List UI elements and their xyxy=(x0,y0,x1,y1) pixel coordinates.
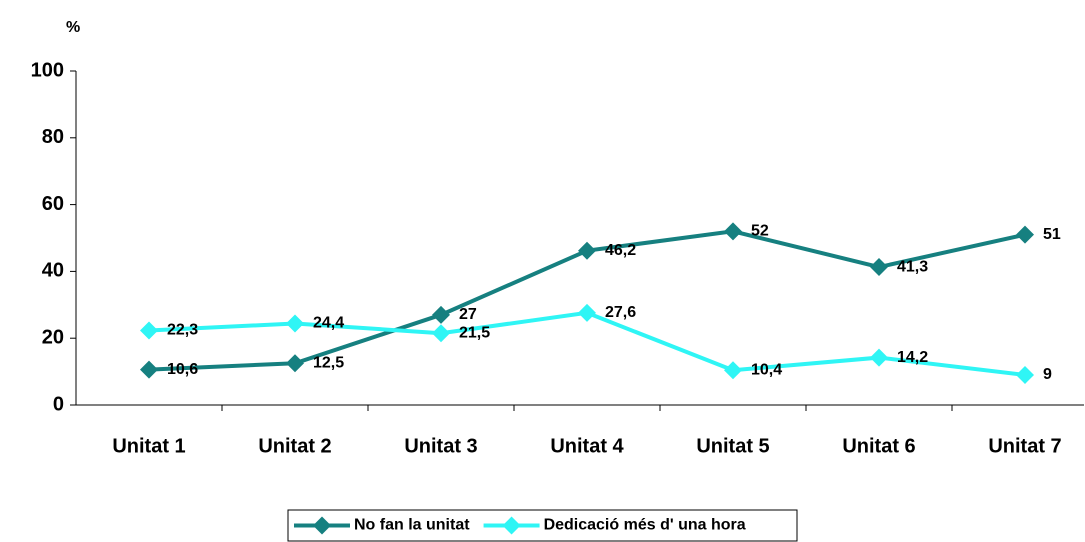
point-marker xyxy=(432,324,450,343)
point-marker xyxy=(1016,365,1034,384)
y-tick-label: 40 xyxy=(42,260,64,282)
x-tick-label: Unitat 7 xyxy=(988,435,1061,457)
legend-label: Dedicació més d' una hora xyxy=(544,517,746,534)
point-marker xyxy=(140,360,158,379)
data-label: 27,6 xyxy=(605,304,636,321)
data-label: 9 xyxy=(1043,366,1052,383)
data-label: 22,3 xyxy=(167,322,198,339)
data-label: 12,5 xyxy=(313,354,344,371)
y-axis-label: % xyxy=(66,19,80,36)
data-label: 24,4 xyxy=(313,315,344,332)
legend-box xyxy=(287,509,798,542)
point-marker xyxy=(1016,225,1034,244)
x-tick-label: Unitat 2 xyxy=(258,435,331,457)
point-marker xyxy=(870,258,888,277)
data-label: 10,6 xyxy=(167,361,198,378)
legend-marker xyxy=(313,516,331,535)
data-label: 10,4 xyxy=(751,361,782,378)
data-label: 21,5 xyxy=(459,324,490,341)
point-marker xyxy=(432,305,450,324)
y-tick-label: 20 xyxy=(42,326,64,348)
data-label: 27 xyxy=(459,306,477,323)
x-tick-label: Unitat 3 xyxy=(404,435,477,457)
point-marker xyxy=(724,222,742,241)
point-marker xyxy=(870,348,888,367)
data-label: 46,2 xyxy=(605,242,636,259)
legend-label: No fan la unitat xyxy=(354,517,470,534)
point-marker xyxy=(724,361,742,380)
x-tick-label: Unitat 5 xyxy=(696,435,769,457)
x-tick-label: Unitat 1 xyxy=(112,435,185,457)
point-marker xyxy=(578,241,596,260)
data-label: 14,2 xyxy=(897,349,928,366)
legend-marker xyxy=(502,516,521,535)
data-label: 52 xyxy=(751,223,769,240)
point-marker xyxy=(286,314,304,333)
data-label: 41,3 xyxy=(897,258,928,275)
y-tick-label: 0 xyxy=(53,393,64,415)
point-marker xyxy=(578,303,596,322)
y-tick-label: 60 xyxy=(42,193,64,215)
x-tick-label: Unitat 6 xyxy=(842,435,915,457)
point-marker xyxy=(140,321,158,340)
data-label: 51 xyxy=(1043,226,1061,243)
point-marker xyxy=(286,354,304,373)
y-tick-label: 100 xyxy=(31,59,64,81)
y-tick-label: 80 xyxy=(42,126,64,148)
x-tick-label: Unitat 4 xyxy=(550,435,624,457)
